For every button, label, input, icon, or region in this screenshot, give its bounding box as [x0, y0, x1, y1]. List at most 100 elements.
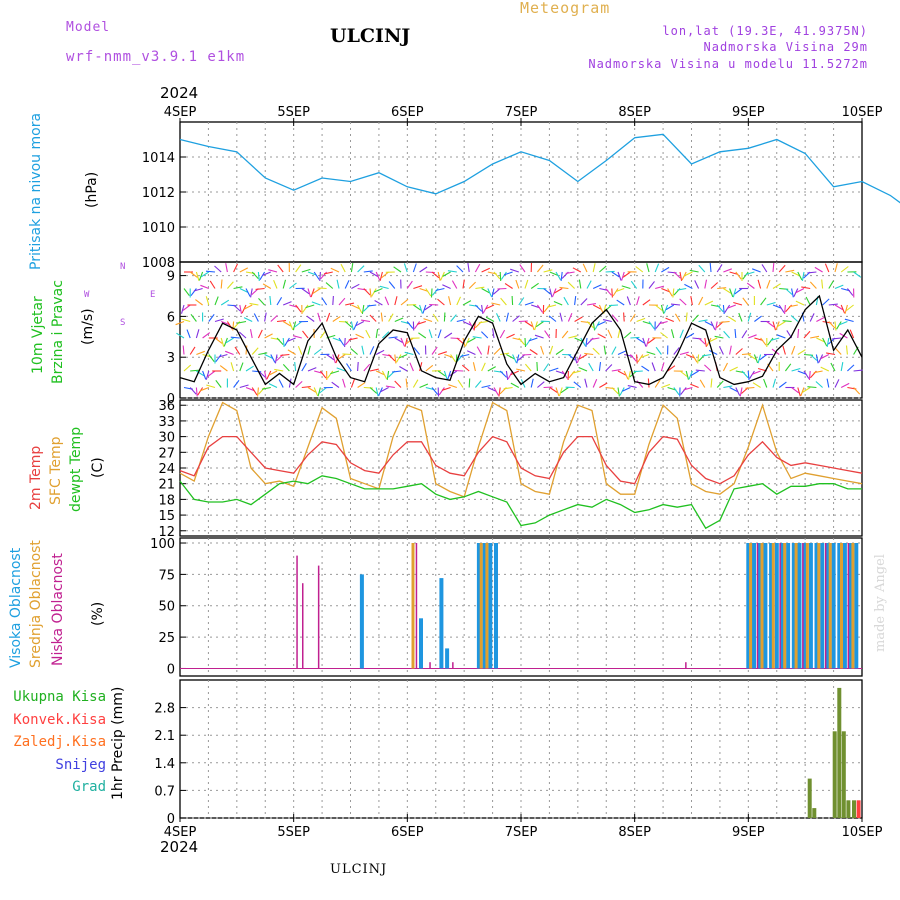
wind-arrow — [615, 287, 625, 293]
legend-zaledj-kisa: Zaledj.Kisa — [13, 734, 106, 750]
wind-arrow — [838, 320, 848, 326]
wind-arrow — [230, 362, 235, 372]
wind-arrow — [481, 267, 491, 273]
wind-arrow — [623, 370, 629, 380]
wind-arrow — [425, 364, 434, 372]
wind-arrow — [605, 288, 612, 296]
wind-arrow — [474, 380, 482, 388]
wind-arrow — [574, 296, 577, 306]
wind-arrow — [636, 296, 640, 306]
wind-arrow — [456, 296, 462, 306]
wind-arrow — [468, 281, 476, 289]
wind-arrow — [673, 271, 681, 279]
wind-arrow — [403, 263, 408, 273]
wind-arrow — [226, 281, 234, 289]
wind-arrow — [729, 387, 738, 393]
model-value: wrf-nmm_v3.9.1 e1km — [66, 49, 246, 65]
wind-arrow — [785, 269, 795, 273]
wind-arrow — [681, 271, 687, 281]
wind-arrow — [223, 337, 228, 347]
wind-arrow — [560, 271, 563, 281]
wind-arrow — [670, 329, 675, 339]
wind-arrow — [742, 297, 749, 306]
wind-arrow — [499, 370, 507, 378]
wind-arrow — [375, 387, 379, 397]
wind-arrow — [741, 353, 752, 356]
wind-arrow — [301, 386, 311, 389]
wind-arrow — [327, 370, 334, 379]
wind-arrow — [537, 381, 545, 388]
wind-arrow — [797, 349, 806, 355]
wind-arrow — [282, 364, 290, 372]
high-cloud-bar — [752, 543, 756, 669]
wind-arrow — [770, 337, 780, 342]
time-label-top: 4SEP — [164, 105, 197, 120]
wind-arrow — [611, 387, 619, 395]
wind-arrow — [544, 330, 551, 339]
wind-arrow — [233, 286, 243, 290]
wind-arrow — [282, 301, 292, 306]
wind-arrow — [437, 271, 441, 281]
wind-arrow — [468, 321, 475, 330]
temperature-ytick-label: 30 — [158, 431, 175, 446]
wind-arrow — [563, 296, 569, 306]
wind-arrow — [592, 347, 600, 355]
wind-arrow — [590, 337, 600, 340]
wind-arrow — [584, 352, 594, 356]
wind-arrow — [466, 350, 476, 356]
wind-arrow — [534, 334, 544, 339]
wind-arrow — [253, 313, 259, 322]
wind-arrow — [500, 271, 507, 280]
wind-arrow — [295, 380, 303, 388]
wind-arrow — [623, 312, 625, 322]
wind-arrow — [543, 288, 551, 295]
pressure-ytick-label: 1014 — [142, 151, 175, 166]
dewpt-temp-line — [179, 475, 862, 530]
wind-arrow — [840, 362, 844, 372]
wind-arrow — [519, 264, 526, 273]
wind-arrow — [306, 315, 315, 322]
wind-arrow — [549, 345, 554, 355]
wind-arrow — [225, 337, 234, 344]
wind-arrow — [846, 304, 854, 311]
wind-arrow — [363, 270, 373, 273]
wind-arrow — [336, 367, 346, 372]
time-label-top: 8SEP — [618, 105, 651, 120]
wind-arrow — [419, 383, 429, 389]
wind-arrow — [462, 320, 472, 326]
mid-cloud-bar — [479, 543, 483, 669]
wind-arrow — [215, 379, 222, 388]
wind-arrow — [305, 304, 315, 309]
wind-arrow — [580, 337, 586, 347]
wind-arrow — [398, 353, 408, 359]
wind-arrow — [567, 281, 575, 289]
wind-arrow — [205, 270, 216, 273]
wind-arrow — [307, 345, 311, 355]
wind-arrow — [394, 317, 404, 323]
wind-arrow — [528, 337, 538, 342]
total-precip-bar — [832, 731, 837, 818]
wind-arrow — [733, 301, 743, 306]
wind-arrow — [388, 336, 398, 339]
high-cloud-bar — [445, 648, 450, 669]
wind-arrow — [704, 321, 714, 327]
wind-arrow — [447, 370, 452, 380]
compass-rose: N W E S — [84, 262, 155, 328]
wind-ytick-label: 0 — [167, 392, 175, 407]
wind-arrow — [617, 370, 627, 376]
wind-arrow — [429, 303, 439, 306]
wind-arrow — [820, 354, 830, 360]
wind-arrow — [259, 271, 266, 280]
precip-ytick-label: 1.4 — [154, 757, 175, 772]
wind-arrow — [813, 370, 823, 374]
wind-arrow — [239, 384, 249, 389]
wind-arrow — [685, 332, 695, 339]
wind-arrow — [673, 387, 680, 396]
wind-arrow — [302, 330, 309, 339]
wind-arrow — [200, 386, 209, 392]
wind-arrow — [505, 312, 509, 322]
wind-arrow — [418, 332, 427, 339]
time-label-bottom: 7SEP — [505, 825, 538, 840]
mid-cloud-bar — [817, 543, 821, 669]
wind-arrow — [611, 369, 621, 372]
